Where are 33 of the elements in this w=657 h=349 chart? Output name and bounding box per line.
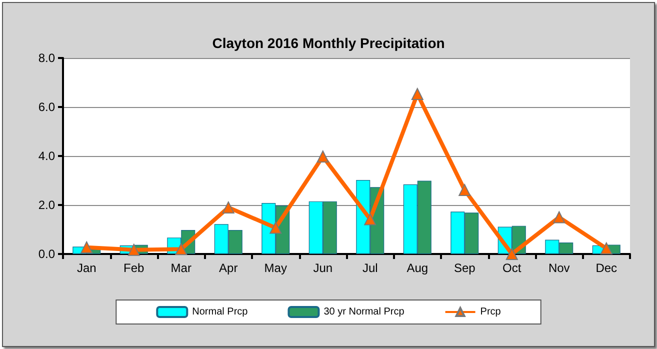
x-tick-label: Sep xyxy=(454,261,476,275)
legend-label: 30 yr Normal Prcp xyxy=(324,306,405,318)
y-tick-label: 0.0 xyxy=(38,247,56,261)
x-tick-label: Jun xyxy=(313,261,333,275)
point xyxy=(600,242,612,254)
point xyxy=(316,150,329,162)
x-tick-label: Aug xyxy=(406,261,428,275)
chart-title: Clayton 2016 Monthly Precipitation xyxy=(212,35,445,51)
point xyxy=(270,222,282,234)
x-tick-label: Dec xyxy=(596,261,618,275)
point xyxy=(364,213,376,226)
y-tick-label: 4.0 xyxy=(38,149,56,163)
y-tick-label: 8.0 xyxy=(38,51,56,65)
x-tick-label: Jan xyxy=(76,261,96,275)
x-tick-label: May xyxy=(264,261,287,275)
x-tick-label: Mar xyxy=(170,261,192,275)
legend-label: Prcp xyxy=(480,306,502,318)
point xyxy=(506,248,518,260)
y-tick-label: 2.0 xyxy=(38,198,56,212)
legend-label: Normal Prcp xyxy=(192,306,248,318)
x-tick-label: Nov xyxy=(548,261,570,275)
point xyxy=(222,201,234,214)
point xyxy=(128,244,140,256)
y-tick-label: 6.0 xyxy=(38,100,56,114)
x-tick-label: Oct xyxy=(502,261,522,275)
point xyxy=(411,88,424,100)
point xyxy=(175,243,188,256)
x-tick-label: Feb xyxy=(124,261,145,275)
point xyxy=(458,184,471,196)
point xyxy=(80,241,93,254)
point xyxy=(553,211,566,224)
x-tick-label: Jul xyxy=(362,261,378,275)
x-tick-label: Apr xyxy=(219,261,238,275)
